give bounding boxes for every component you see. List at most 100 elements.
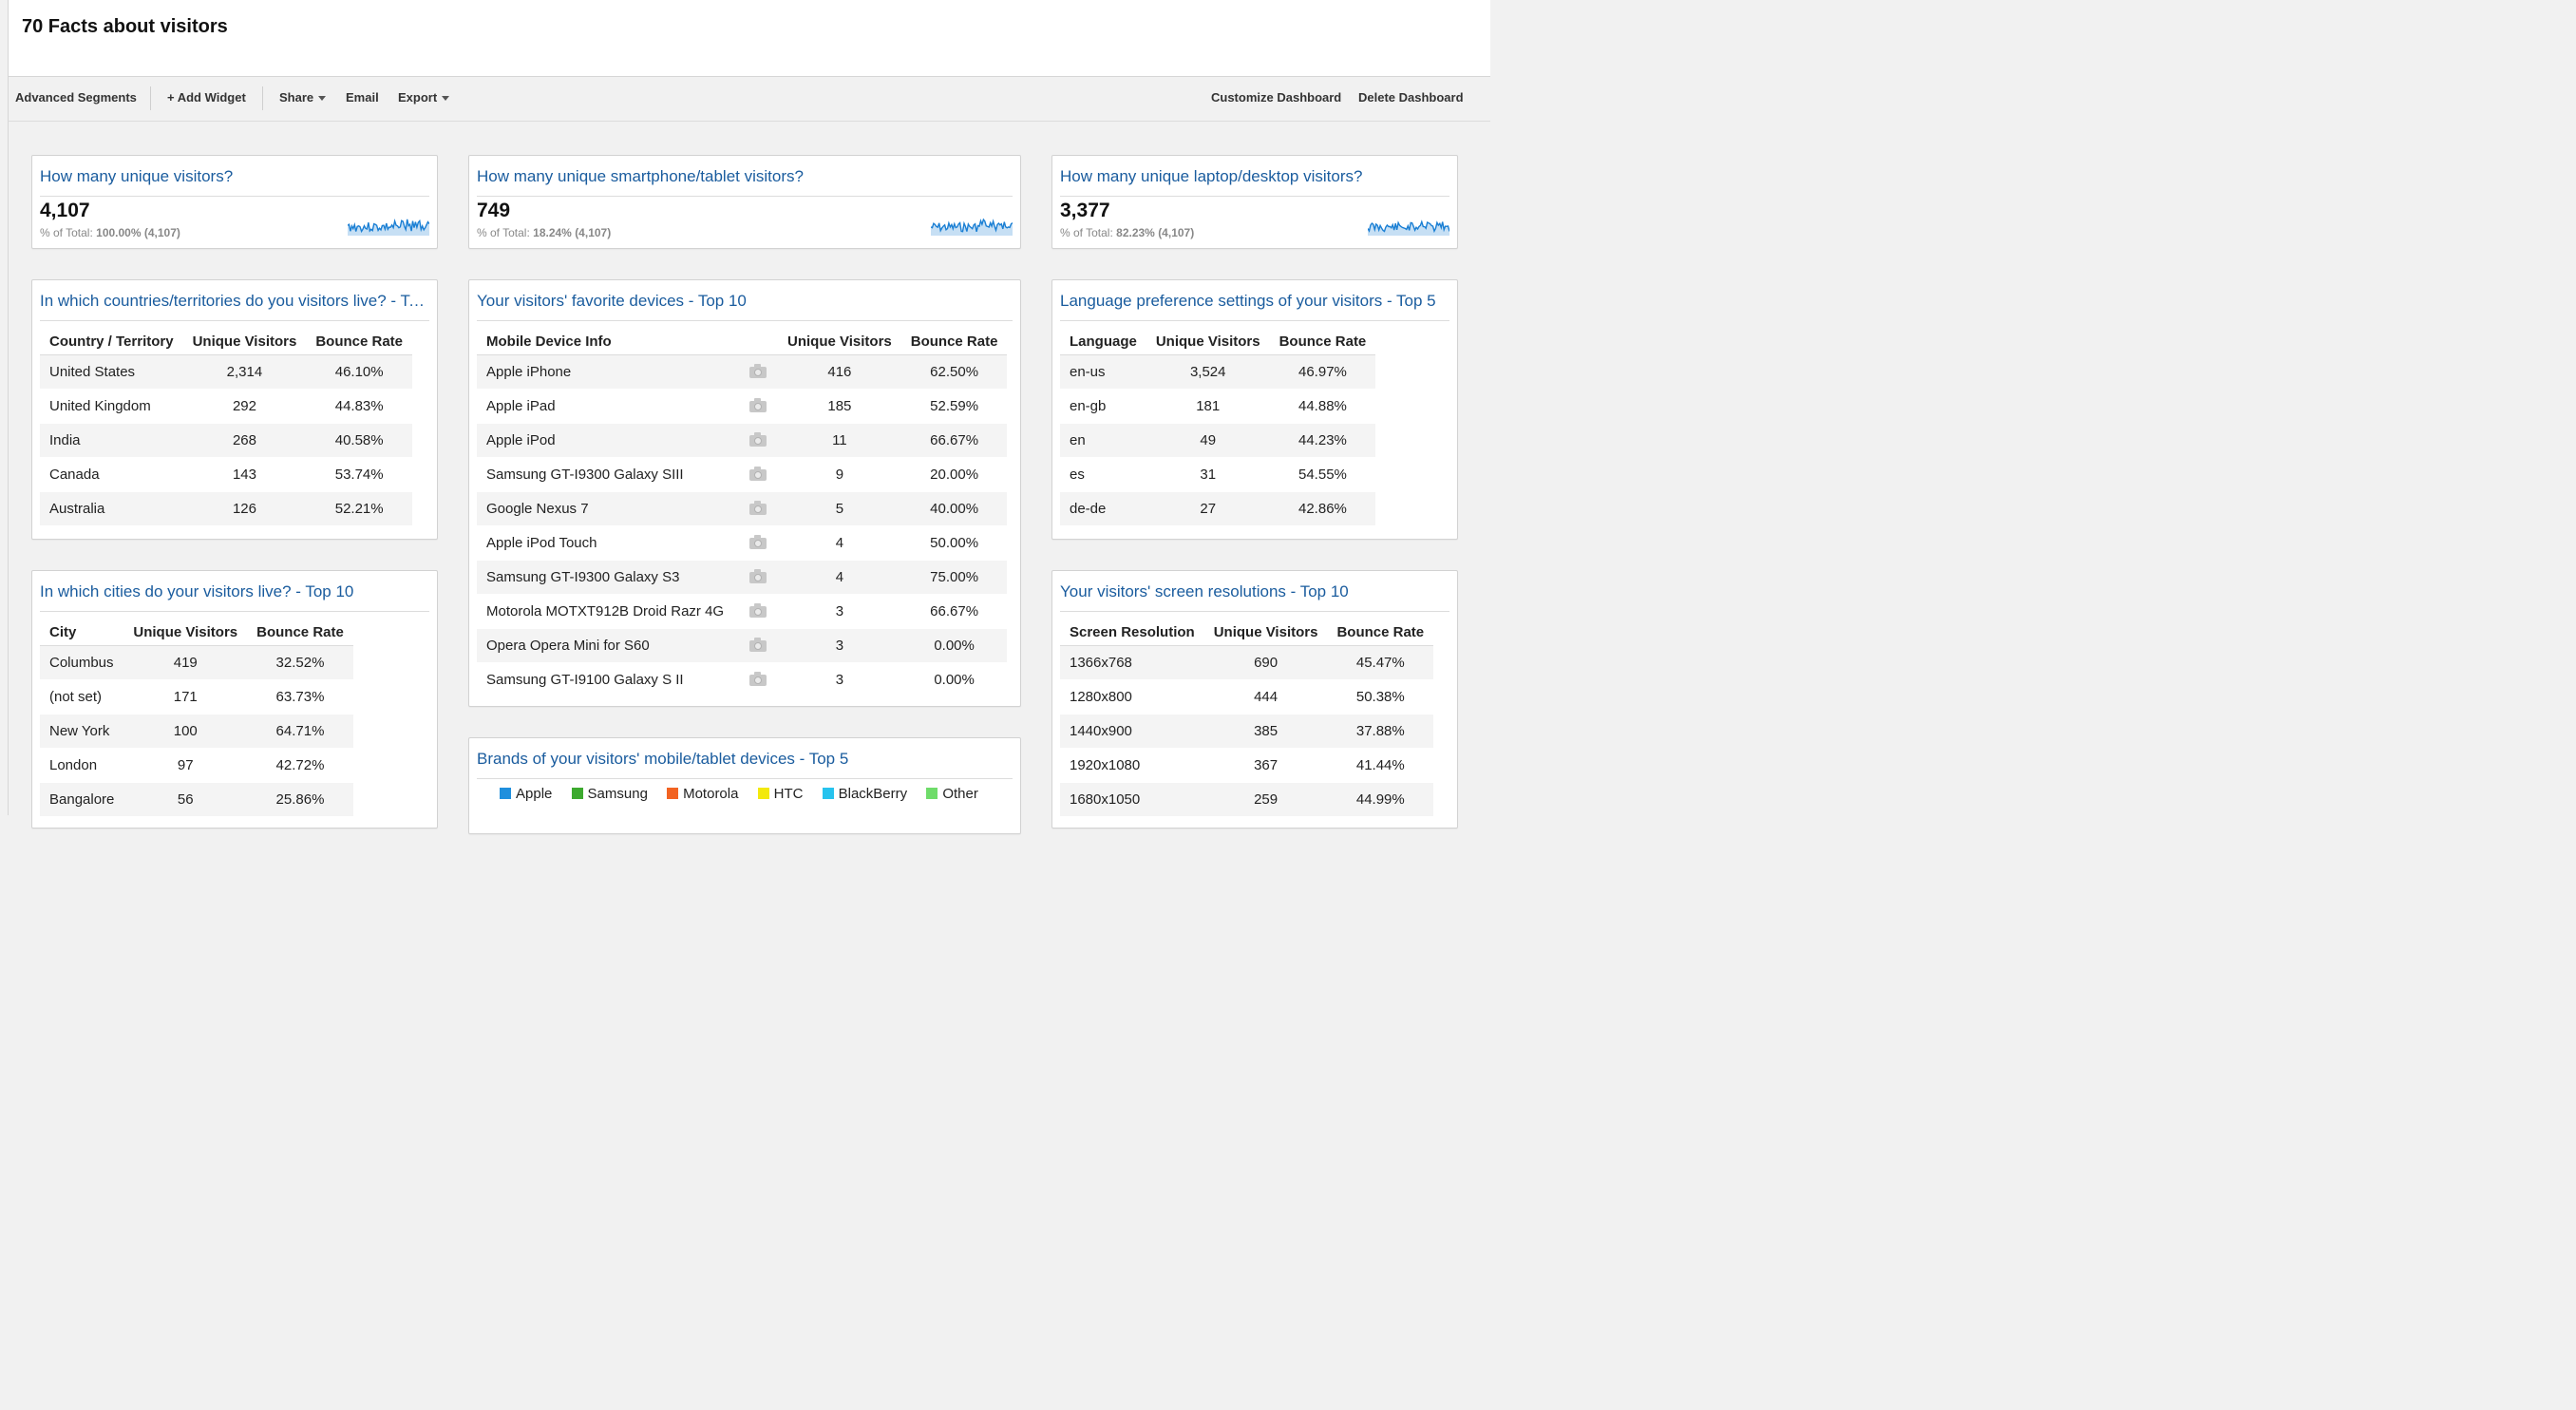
camera-icon[interactable] (749, 672, 767, 687)
device-cell[interactable]: Google Nexus 7 (477, 491, 738, 526)
device-cell[interactable]: Opera Opera Mini for S60 (477, 628, 738, 663)
table-row: 1280x800 444 50.38% (1060, 679, 1434, 715)
sparkline (1368, 219, 1449, 236)
device-cell[interactable]: Motorola MOTXT912B Droid Razr 4G (477, 594, 738, 629)
widget-title[interactable]: Language preference settings of your vis… (1060, 292, 1436, 310)
customize-dashboard-button[interactable]: Customize Dashboard (1211, 90, 1342, 105)
camera-icon[interactable] (749, 569, 767, 584)
resolution-cell[interactable]: 1440x900 (1060, 714, 1204, 749)
camera-icon[interactable] (749, 398, 767, 413)
legend-item-samsung[interactable]: Samsung (571, 786, 648, 802)
delete-dashboard-button[interactable]: Delete Dashboard (1358, 90, 1464, 105)
column-header[interactable]: Unique Visitors (182, 328, 307, 355)
column-header[interactable]: Country / Territory (40, 328, 183, 355)
legend-label: Samsung (587, 786, 648, 802)
camera-icon[interactable] (749, 603, 767, 619)
divider (477, 196, 1013, 197)
country-cell[interactable]: Canada (40, 457, 183, 492)
divider (1060, 196, 1449, 197)
metric-value: 749 (477, 200, 511, 221)
chevron-down-icon (442, 96, 450, 102)
device-image-cell (738, 560, 778, 595)
legend-item-apple[interactable]: Apple (500, 786, 552, 802)
column-header[interactable]: City (40, 619, 124, 646)
country-cell[interactable]: United States (40, 354, 183, 390)
divider (40, 320, 429, 321)
visitors-cell: 100 (123, 714, 248, 749)
title-bar: 70 Facts about visitors (8, 0, 1490, 77)
widget-title[interactable]: How many unique visitors? (40, 167, 234, 185)
column-header[interactable]: Language (1060, 328, 1146, 355)
dashboard-title: 70 Facts about visitors (22, 16, 228, 37)
resolution-cell[interactable]: 1366x768 (1060, 645, 1204, 680)
table-row: en-us 3,524 46.97% (1060, 354, 1376, 390)
camera-icon[interactable] (749, 364, 767, 379)
city-cell[interactable]: (not set) (40, 679, 124, 715)
sparkline-line (348, 219, 429, 234)
camera-icon[interactable] (749, 501, 767, 516)
widget-title[interactable]: How many unique laptop/desktop visitors? (1060, 167, 1363, 185)
column-header[interactable]: Bounce Rate (247, 619, 353, 646)
country-cell[interactable]: United Kingdom (40, 389, 183, 424)
city-cell[interactable]: London (40, 748, 124, 783)
visitors-cell: 3 (778, 628, 901, 663)
email-button[interactable]: Email (346, 90, 379, 105)
bounce-rate-cell: 46.97% (1269, 354, 1376, 390)
share-button[interactable]: Share (279, 90, 327, 105)
export-button[interactable]: Export (398, 90, 450, 105)
device-cell[interactable]: Apple iPod Touch (477, 525, 738, 561)
legend-item-htc[interactable]: HTC (757, 786, 803, 802)
language-cell[interactable]: es (1060, 457, 1146, 492)
column-header[interactable]: Screen Resolution (1060, 619, 1204, 646)
device-cell[interactable]: Samsung GT-I9300 Galaxy SIII (477, 457, 738, 492)
bounce-rate-cell: 50.38% (1327, 679, 1434, 715)
widget-title[interactable]: How many unique smartphone/tablet visito… (477, 167, 804, 185)
city-cell[interactable]: Bangalore (40, 782, 124, 816)
device-cell[interactable]: Apple iPhone (477, 354, 738, 390)
widget-title[interactable]: Brands of your visitors' mobile/tablet d… (477, 750, 849, 768)
camera-icon[interactable] (749, 638, 767, 653)
column-header[interactable]: Mobile Device Info (477, 328, 738, 355)
widget-title[interactable]: Your visitors' screen resolutions - Top … (1060, 582, 1349, 600)
column-header[interactable]: Bounce Rate (900, 328, 1008, 355)
column-header[interactable]: Bounce Rate (306, 328, 413, 355)
country-cell[interactable]: Australia (40, 491, 183, 525)
language-cell[interactable]: de-de (1060, 491, 1146, 525)
legend-item-blackberry[interactable]: BlackBerry (822, 786, 907, 802)
country-cell[interactable]: India (40, 423, 183, 458)
device-cell[interactable]: Samsung GT-I9100 Galaxy S II (477, 662, 738, 696)
column-header[interactable]: Unique Visitors (1146, 328, 1270, 355)
widget-title[interactable]: Your visitors' favorite devices - Top 10 (477, 292, 747, 310)
column-header[interactable]: Unique Visitors (123, 619, 248, 646)
legend-item-other[interactable]: Other (926, 786, 978, 802)
city-cell[interactable]: New York (40, 714, 124, 749)
camera-icon[interactable] (749, 467, 767, 482)
advanced-segments-button[interactable]: Advanced Segments (15, 90, 137, 105)
column-header[interactable]: Unique Visitors (778, 328, 901, 355)
metric-percent-of-total: % of Total: 18.24% (4,107) (477, 226, 611, 239)
column-header[interactable]: Bounce Rate (1327, 619, 1434, 646)
resolution-cell[interactable]: 1280x800 (1060, 679, 1204, 715)
bounce-rate-cell: 0.00% (900, 628, 1008, 663)
bounce-rate-cell: 42.72% (247, 748, 353, 783)
camera-icon[interactable] (749, 432, 767, 448)
column-header[interactable]: Bounce Rate (1269, 328, 1376, 355)
bounce-rate-cell: 75.00% (900, 560, 1008, 595)
sparkline (348, 219, 429, 236)
widget-title[interactable]: In which countries/territories do you vi… (40, 292, 429, 310)
language-cell[interactable]: en-us (1060, 354, 1146, 390)
language-cell[interactable]: en-gb (1060, 389, 1146, 424)
city-cell[interactable]: Columbus (40, 645, 124, 680)
widget-title[interactable]: In which cities do your visitors live? -… (40, 582, 354, 600)
resolution-cell[interactable]: 1920x1080 (1060, 748, 1204, 783)
camera-icon[interactable] (749, 535, 767, 550)
device-cell[interactable]: Apple iPad (477, 389, 738, 424)
add-widget-button[interactable]: + Add Widget (167, 90, 246, 105)
language-cell[interactable]: en (1060, 423, 1146, 458)
bounce-rate-cell: 52.59% (900, 389, 1008, 424)
resolution-cell[interactable]: 1680x1050 (1060, 782, 1204, 816)
legend-item-motorola[interactable]: Motorola (667, 786, 738, 802)
device-cell[interactable]: Apple iPod (477, 423, 738, 458)
device-cell[interactable]: Samsung GT-I9300 Galaxy S3 (477, 560, 738, 595)
column-header[interactable]: Unique Visitors (1203, 619, 1328, 646)
